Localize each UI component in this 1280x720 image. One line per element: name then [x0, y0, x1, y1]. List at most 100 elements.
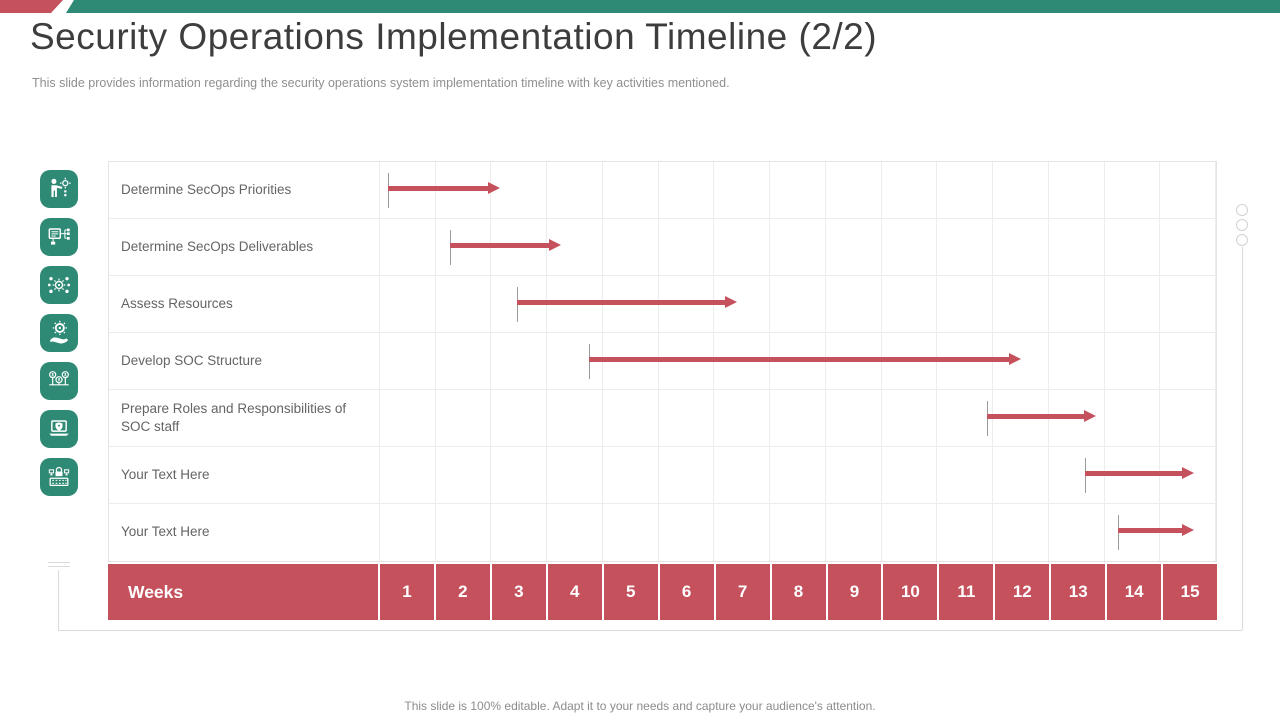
task-row: Develop SOC Structure — [109, 333, 1217, 390]
grid-cell — [491, 162, 548, 218]
grid-cell — [380, 447, 436, 503]
grid-cell — [993, 219, 1049, 275]
grid-cell — [1160, 276, 1217, 332]
task-row: Your Text Here — [109, 447, 1217, 504]
right-deco-circle-3 — [1236, 234, 1248, 246]
grid-cell — [882, 162, 938, 218]
arrow-shaft — [987, 414, 1088, 419]
gantt-task-table: Determine SecOps Priorities Determine Sec… — [108, 161, 1217, 562]
grid-cell — [714, 504, 771, 561]
grid-cell — [993, 162, 1049, 218]
grid-cell — [937, 276, 994, 332]
arrow-shaft — [1118, 528, 1185, 533]
connector-line-left — [58, 570, 59, 630]
arrow-head-icon — [1084, 410, 1097, 422]
grid-cell — [937, 504, 994, 561]
grid-cell — [770, 219, 826, 275]
grid-cell — [1160, 447, 1217, 503]
grid-cell — [603, 504, 659, 561]
grid-cell — [1105, 333, 1161, 389]
grid-cell — [770, 390, 826, 446]
grid-cell — [826, 162, 882, 218]
grid-cell — [659, 447, 715, 503]
arrow-shaft — [516, 300, 728, 305]
task-duration-arrow[interactable] — [987, 401, 1097, 436]
slide-subtitle: This slide provides information regardin… — [32, 76, 730, 90]
week-number-cell: 9 — [827, 564, 882, 620]
grid-cell — [1160, 504, 1217, 561]
grid-cell — [882, 390, 938, 446]
grid-cell — [1105, 390, 1161, 446]
week-number-cell: 15 — [1163, 564, 1218, 620]
week-number-cell: 11 — [939, 564, 994, 620]
arrow-head-icon — [1008, 353, 1021, 365]
grid-cell — [436, 504, 492, 561]
grid-cell — [547, 504, 603, 561]
task-timeline — [379, 333, 1217, 389]
task-timeline — [379, 162, 1217, 218]
grid-cell — [993, 504, 1049, 561]
grid-cell — [380, 276, 436, 332]
grid-cell — [547, 162, 603, 218]
task-duration-arrow[interactable] — [449, 230, 562, 265]
grid-cell — [491, 504, 548, 561]
week-number-cell: 1 — [380, 564, 434, 620]
grid-cell — [937, 219, 994, 275]
grid-cell — [491, 333, 548, 389]
grid-cell — [659, 504, 715, 561]
grid-cell — [937, 162, 994, 218]
task-row: Determine SecOps Deliverables — [109, 219, 1217, 276]
grid-cell — [937, 390, 994, 446]
week-number-cell: 12 — [995, 564, 1050, 620]
grid-cell — [436, 276, 492, 332]
arrow-shaft — [449, 243, 553, 248]
grid-cell — [603, 162, 659, 218]
grid-cell — [659, 390, 715, 446]
footer-note: This slide is 100% editable. Adapt it to… — [404, 699, 876, 713]
weeks-label: Weeks — [108, 564, 378, 620]
grid-cell — [770, 447, 826, 503]
grid-cell — [1160, 219, 1217, 275]
grid-cell — [1160, 390, 1217, 446]
grid-cell — [603, 447, 659, 503]
grid-cell — [380, 504, 436, 561]
gantt-chart: Determine SecOps Priorities Determine Sec… — [108, 161, 1218, 620]
grid-cell — [826, 219, 882, 275]
grid-cell — [882, 504, 938, 561]
grid-cell — [547, 390, 603, 446]
task-duration-arrow[interactable] — [1085, 458, 1194, 493]
task-duration-arrow[interactable] — [1118, 515, 1194, 550]
page-title: Security Operations Implementation Timel… — [30, 16, 878, 57]
grid-cell — [826, 390, 882, 446]
grid-cell — [826, 447, 882, 503]
task-duration-arrow[interactable] — [388, 173, 500, 208]
task-icon-column — [40, 161, 78, 506]
grid-cell — [1049, 333, 1105, 389]
grid-cell — [993, 447, 1049, 503]
task-duration-arrow[interactable] — [589, 344, 1021, 379]
grid-cell — [380, 333, 436, 389]
arrow-head-icon — [549, 239, 562, 251]
week-number-cell: 10 — [883, 564, 938, 620]
grid-cell — [826, 276, 882, 332]
task-duration-arrow[interactable] — [516, 287, 737, 322]
grid-cell — [491, 447, 548, 503]
topbar-teal-bar — [66, 0, 1280, 13]
grid-cell — [714, 447, 771, 503]
task-timeline — [379, 447, 1217, 503]
grid-cell — [380, 390, 436, 446]
right-deco-circle-2 — [1236, 219, 1248, 231]
grid-cell — [1049, 219, 1105, 275]
gear-network-icon — [40, 266, 78, 304]
icon-column-dash-bottom — [48, 566, 70, 567]
week-number-cell: 5 — [603, 564, 658, 620]
grid-cell — [1160, 333, 1217, 389]
grid-cell — [659, 219, 715, 275]
team-icon — [40, 362, 78, 400]
grid-cell — [937, 447, 994, 503]
task-label: Determine SecOps Deliverables — [121, 238, 314, 254]
grid-cell — [1049, 504, 1105, 561]
grid-cell — [547, 447, 603, 503]
grid-cell — [770, 504, 826, 561]
grid-cell — [436, 333, 492, 389]
